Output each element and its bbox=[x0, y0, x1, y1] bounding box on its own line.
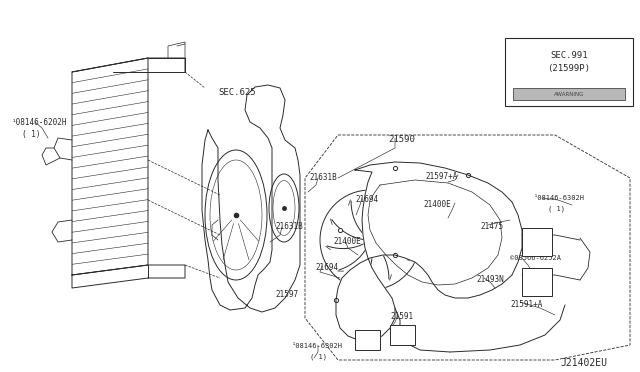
Text: 21591+A: 21591+A bbox=[510, 300, 542, 309]
Text: ( 1): ( 1) bbox=[22, 130, 40, 139]
Text: ( 2): ( 2) bbox=[524, 267, 541, 273]
Text: 21493N: 21493N bbox=[476, 275, 504, 284]
Text: ¹08146-6202H: ¹08146-6202H bbox=[12, 118, 67, 127]
Bar bbox=[522, 268, 552, 296]
Text: AWARNING: AWARNING bbox=[554, 92, 584, 96]
Text: 21694: 21694 bbox=[355, 195, 378, 204]
Text: ¹08146-6302H: ¹08146-6302H bbox=[534, 195, 585, 201]
Bar bbox=[505, 38, 633, 106]
Text: 21400E: 21400E bbox=[333, 237, 361, 246]
Text: 21694: 21694 bbox=[315, 263, 338, 272]
Text: ©08566-6252A: ©08566-6252A bbox=[510, 255, 561, 261]
Text: ( 1): ( 1) bbox=[548, 206, 565, 212]
Polygon shape bbox=[336, 162, 522, 340]
Text: SEC.991: SEC.991 bbox=[550, 51, 588, 61]
Text: (21599P): (21599P) bbox=[547, 64, 591, 73]
Text: 21597: 21597 bbox=[275, 290, 298, 299]
Text: 21590: 21590 bbox=[388, 135, 415, 144]
Bar bbox=[513, 88, 625, 100]
Bar bbox=[390, 325, 415, 345]
Text: ¹08146-6302H: ¹08146-6302H bbox=[292, 343, 343, 349]
Text: ( 1): ( 1) bbox=[310, 353, 327, 359]
Text: 21597+A: 21597+A bbox=[425, 172, 458, 181]
Text: 21400E: 21400E bbox=[423, 200, 451, 209]
Bar bbox=[522, 228, 552, 256]
Text: J21402EU: J21402EU bbox=[560, 358, 607, 368]
Bar bbox=[355, 330, 380, 350]
Ellipse shape bbox=[205, 150, 267, 280]
Text: 21475: 21475 bbox=[480, 222, 503, 231]
Text: 21591: 21591 bbox=[390, 312, 413, 321]
Text: 21631B: 21631B bbox=[275, 222, 303, 231]
Text: 21631B: 21631B bbox=[309, 173, 337, 182]
Ellipse shape bbox=[269, 174, 299, 242]
Text: SEC.625: SEC.625 bbox=[218, 88, 255, 97]
